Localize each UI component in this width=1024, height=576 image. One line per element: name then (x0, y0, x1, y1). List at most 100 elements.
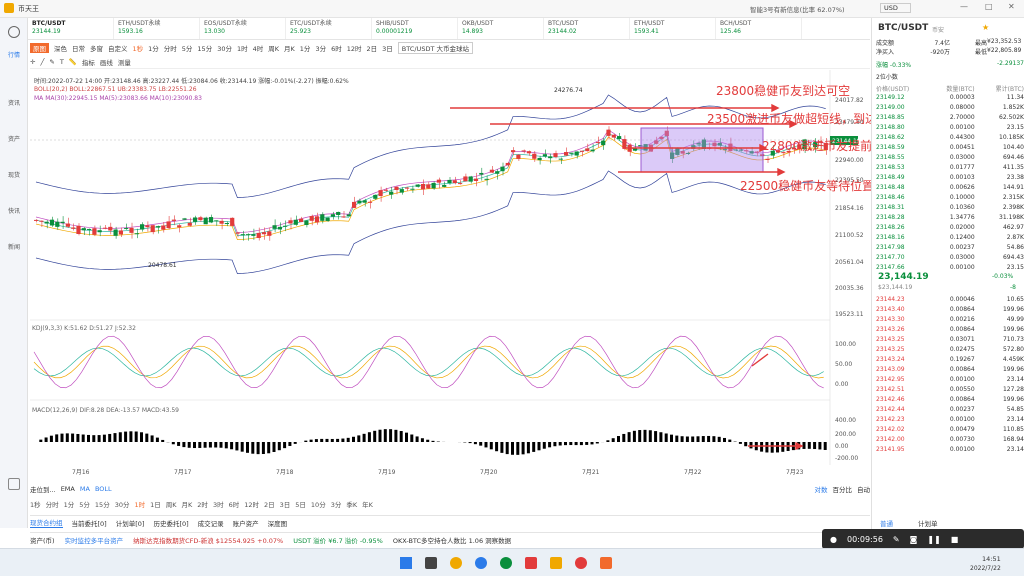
ma-button[interactable]: MA (79, 485, 90, 493)
nav-flash[interactable]: 快讯 (7, 208, 20, 215)
tab-6[interactable]: BTC/USDT 23144.02 (544, 18, 630, 39)
ob-row[interactable]: 23148.59 0.00451 104.40 (876, 144, 1024, 151)
ob-row[interactable]: 23148.62 0.44300 10.185K (876, 134, 1024, 141)
boll-button[interactable]: BOLL (94, 485, 112, 493)
goto-button[interactable]: 走位到... (30, 486, 56, 494)
interval-13[interactable]: 12时 (244, 501, 259, 509)
camera-icon[interactable]: ◙ (909, 534, 918, 544)
tab-2[interactable]: EOS/USDT永续 13.030 (200, 18, 286, 39)
ob-row[interactable]: 23142.00 0.00730 168.94 (876, 436, 1024, 443)
interval-7[interactable]: 1日 (150, 501, 161, 509)
currency-select[interactable]: USD (880, 3, 911, 13)
interval-6[interactable]: 1时 (134, 501, 146, 509)
ob-row[interactable]: 23148.49 0.00103 23.38 (876, 174, 1024, 181)
ob-row[interactable]: 23147.70 0.03000 694.43 (876, 254, 1024, 261)
tb2-draw[interactable]: 画线 (99, 59, 113, 67)
ob-row[interactable]: 23141.95 0.00100 23.14 (876, 446, 1024, 453)
settings-icon[interactable] (8, 478, 20, 490)
ob-row[interactable]: 23143.09 0.00864 199.96 (876, 366, 1024, 373)
interval-10[interactable]: 2时 (197, 501, 208, 509)
interval-12[interactable]: 6时 (228, 501, 240, 509)
tb-btn-14[interactable]: 月K (284, 45, 295, 53)
ob-row[interactable]: 23148.46 0.10000 2.315K (876, 194, 1024, 201)
ob-row[interactable]: 23143.25 0.03071 710.73 (876, 336, 1024, 343)
tb-btn-8[interactable]: 5分 (181, 45, 193, 53)
interval-16[interactable]: 5日 (295, 501, 306, 509)
kline-chart[interactable]: 23144.19 24276.74 20478.61 24017.82 2347… (30, 70, 866, 470)
nav-spot[interactable]: 现货 (7, 172, 20, 179)
tb-btn-15[interactable]: 1分 (299, 45, 311, 53)
ob-row[interactable]: 23148.16 0.12400 2.87K (876, 234, 1024, 241)
line-icon[interactable]: ╱ (40, 58, 45, 66)
nav-assets[interactable]: 资产 (7, 136, 20, 143)
tab-0[interactable]: BTC/USDT 23144.19 (28, 18, 114, 39)
tb-btn-18[interactable]: 12时 (346, 45, 362, 53)
chat-icon[interactable] (500, 557, 512, 569)
ob-row[interactable]: 23147.66 0.00100 23.15 (876, 264, 1024, 271)
interval-14[interactable]: 2日 (264, 501, 275, 509)
interval-18[interactable]: 3分 (330, 501, 342, 509)
tb2-indicator[interactable]: 指标 (81, 59, 95, 67)
chrome-icon[interactable] (575, 557, 587, 569)
percent-button[interactable]: 百分比 (832, 486, 853, 494)
tb-btn-13[interactable]: 周K (268, 45, 280, 53)
ob-row[interactable]: 23148.53 0.01777 411.35 (876, 164, 1024, 171)
pause-icon[interactable]: ❚❚ (927, 534, 941, 544)
nav-news[interactable]: 资讯 (7, 100, 20, 107)
ob-row[interactable]: 23148.31 0.10360 2.398K (876, 204, 1024, 211)
ob-row[interactable]: 23148.48 0.00626 144.91 (876, 184, 1024, 191)
tb-btn-10[interactable]: 30分 (217, 45, 232, 53)
btab-6[interactable]: 深度图 (267, 519, 288, 528)
ob-row[interactable]: 23142.23 0.00100 23.14 (876, 416, 1024, 423)
tb-btn-3[interactable]: 多窗 (90, 45, 103, 53)
ob-row[interactable]: 23142.95 0.00100 23.14 (876, 376, 1024, 383)
ob-row[interactable]: 23149.00 0.08000 1.852K (876, 104, 1024, 111)
tb-btn-6[interactable]: 1分 (148, 45, 159, 53)
tb-btn-11[interactable]: 1时 (236, 45, 248, 53)
btab-0[interactable]: 现货合约组 (30, 519, 63, 528)
close-icon[interactable]: ✕ (1008, 2, 1015, 11)
tab-7[interactable]: ETH/USDT 1593.41 (630, 18, 716, 39)
tb-exchange[interactable]: BTC/USDT 大币金球站 (397, 42, 473, 54)
pen-icon[interactable]: ✎ (49, 58, 55, 66)
interval-11[interactable]: 3时 (212, 501, 224, 509)
interval-2[interactable]: 1分 (63, 501, 75, 509)
text-icon[interactable]: T (59, 58, 64, 66)
app3-icon[interactable] (600, 557, 612, 569)
notice-text[interactable]: 智能3号有新信息(比率 62.07%) (750, 6, 845, 14)
ob-row[interactable]: 23149.12 0.00003 11.34 (876, 94, 1024, 101)
tb-btn-20[interactable]: 3日 (382, 45, 393, 53)
interval-15[interactable]: 3日 (279, 501, 291, 509)
ob-row[interactable]: 23143.25 0.02475 572.80 (876, 346, 1024, 353)
interval-4[interactable]: 15分 (94, 501, 110, 509)
tb-btn-2[interactable]: 日常 (72, 45, 85, 53)
star-icon[interactable]: ★ (982, 23, 990, 32)
ticker-monitor[interactable]: 实时监控多平台资产 (64, 536, 124, 545)
ob-row[interactable]: 23143.26 0.00864 199.96 (876, 326, 1024, 333)
nav-market[interactable]: 行情 (7, 52, 20, 59)
tb-btn-16[interactable]: 3分 (315, 45, 327, 53)
precision-select[interactable]: 2位小数 (876, 74, 898, 81)
interval-17[interactable]: 10分 (310, 501, 326, 509)
tab-8[interactable]: BCH/USDT 125.46 (716, 18, 802, 39)
tb-btn-0[interactable]: 原图 (30, 43, 49, 53)
btab-4[interactable]: 成交记录 (197, 519, 224, 528)
app-icon[interactable] (450, 557, 462, 569)
ob-row[interactable]: 23143.40 0.00864 199.96 (876, 306, 1024, 313)
folder-icon[interactable] (550, 557, 562, 569)
nav-newsfeed[interactable]: 新闻 (7, 244, 20, 251)
ob-row[interactable]: 23147.98 0.00237 54.86 (876, 244, 1024, 251)
tb-btn-7[interactable]: 分时 (163, 45, 177, 53)
tab-3[interactable]: ETC/USDT永续 25.923 (286, 18, 372, 39)
ob-row[interactable]: 23143.24 0.19267 4.459K (876, 356, 1024, 363)
chart-svg[interactable]: 23144.19 24276.74 20478.61 24017.82 2347… (30, 70, 866, 470)
stop-icon[interactable]: ■ (950, 534, 959, 544)
interval-8[interactable]: 周K (165, 501, 177, 509)
ob-row[interactable]: 23148.26 0.02000 462.97 (876, 224, 1024, 231)
btab-2[interactable]: 计划单[0] (115, 519, 145, 528)
interval-0[interactable]: 1秒 (30, 501, 41, 509)
tb2-measure[interactable]: 测量 (117, 59, 131, 67)
ob-row[interactable]: 23148.85 2.70000 62.502K (876, 114, 1024, 121)
ob-row[interactable]: 23148.80 0.00100 23.15 (876, 124, 1024, 131)
ob-row[interactable]: 23148.28 1.34776 31.198K (876, 214, 1024, 221)
